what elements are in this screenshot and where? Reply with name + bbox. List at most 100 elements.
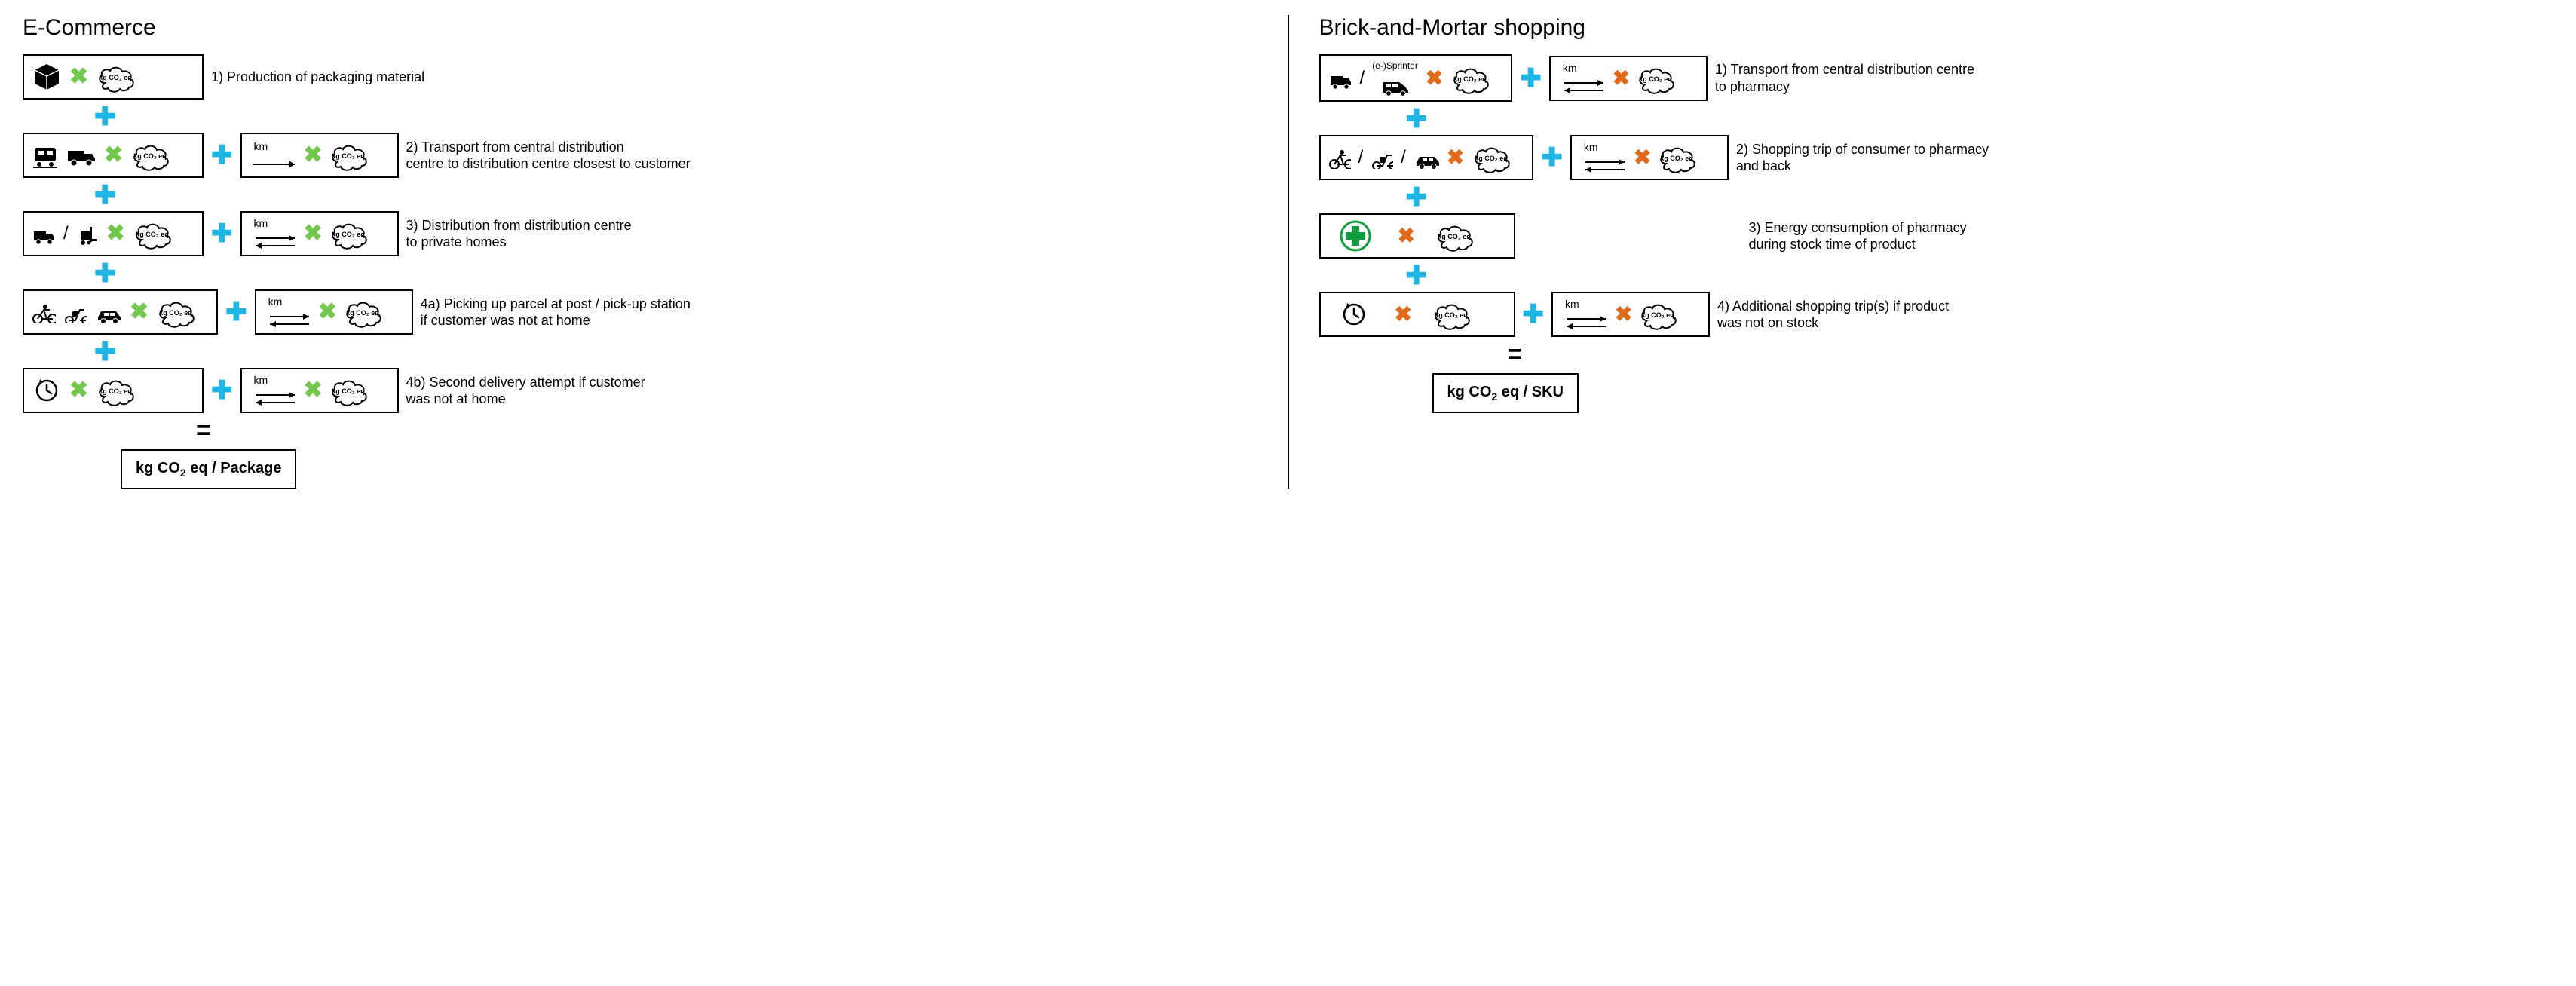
car-icon <box>95 301 122 323</box>
bm-result-box: kg CO2 eq / SKU <box>1432 373 1579 413</box>
ec-step-4a-label: 4a) Picking up parcel at post / pick-up … <box>421 295 691 329</box>
slash-sep: / <box>1360 68 1365 89</box>
bm-step-1-label: 1) Transport from central distribution c… <box>1715 61 1974 95</box>
times-icon: ✖ <box>1615 304 1632 325</box>
co2-cloud-icon: kg CO₂ eq <box>130 139 183 172</box>
slash-sep: / <box>1358 147 1364 168</box>
diagram-root: E-Commerce ✖ kg CO₂ eq 1) Production of … <box>23 15 2553 489</box>
train-icon <box>32 142 59 169</box>
bm-step-3-row: ✖ kg CO₂ eq 3) Energy consumption of pha… <box>1319 213 2554 259</box>
co2-cloud-icon: kg CO₂ eq <box>1638 298 1691 331</box>
bm-step-4-box: ✖ kg CO₂ eq <box>1319 292 1515 337</box>
plus-vert-icon: ✚ <box>1319 263 2554 289</box>
bm-step-4-row: ✖ kg CO₂ eq ✚ km ✖ kg CO₂ eq 4) Addition… <box>1319 292 2554 337</box>
ec-step-3-row: / ✖ kg CO₂ eq ✚ km ✖ kg CO₂ eq 3) Distri… <box>23 211 1257 256</box>
times-icon: ✖ <box>1634 147 1651 168</box>
times-icon: ✖ <box>1426 68 1443 89</box>
ec-step-2-km-box: km ✖ kg CO₂ eq <box>240 133 399 178</box>
km-label: km <box>1565 298 1579 310</box>
km-label: km <box>1563 62 1577 74</box>
times-icon: ✖ <box>318 301 337 323</box>
svg-text:kg CO₂ eq: kg CO₂ eq <box>159 309 192 317</box>
ec-step-1-row: ✖ kg CO₂ eq 1) Production of packaging m… <box>23 54 1257 100</box>
times-icon: ✖ <box>1395 304 1412 325</box>
svg-text:kg CO₂ eq: kg CO₂ eq <box>332 152 365 160</box>
ec-result-row: kg CO2 eq / Package <box>23 449 1257 489</box>
bm-result-text: kg CO2 eq / SKU <box>1447 384 1564 400</box>
co2-cloud-icon: kg CO₂ eq <box>96 60 149 93</box>
ec-step-1-box: ✖ kg CO₂ eq <box>23 54 204 100</box>
bm-step-3-box: ✖ kg CO₂ eq <box>1319 213 1515 259</box>
ec-step-3-km-box: km ✖ kg CO₂ eq <box>240 211 399 256</box>
truck-small-icon <box>32 222 56 245</box>
plus-vert-icon: ✚ <box>1319 106 2554 132</box>
arrow-double-icon <box>250 232 298 250</box>
brickmortar-column: Brick-and-Mortar shopping / (e-)Sprinter… <box>1319 15 2554 489</box>
ec-step-2-row: ✖ kg CO₂ eq ✚ km ✖ kg CO₂ eq 2) Transpor… <box>23 133 1257 178</box>
ec-step-4b-box: ✖ kg CO₂ eq <box>23 368 204 413</box>
times-icon: ✖ <box>304 222 323 245</box>
times-icon: ✖ <box>304 379 323 402</box>
co2-cloud-icon: kg CO₂ eq <box>329 374 381 407</box>
km-label: km <box>254 374 268 386</box>
co2-cloud-icon: kg CO₂ eq <box>1472 141 1524 174</box>
co2-cloud-icon: kg CO₂ eq <box>1450 62 1503 95</box>
ec-step-1-label: 1) Production of packaging material <box>211 69 424 86</box>
equals-row: = <box>1319 341 2554 367</box>
arrow-double-icon <box>264 311 312 329</box>
ec-result-text: kg CO2 eq / Package <box>136 460 281 476</box>
ec-step-4a-row: ✖ kg CO₂ eq ✚ km ✖ kg CO₂ eq 4a) Picking… <box>23 289 1257 335</box>
svg-text:kg CO₂ eq: kg CO₂ eq <box>1640 75 1673 83</box>
svg-text:kg CO₂ eq: kg CO₂ eq <box>1642 311 1675 319</box>
svg-text:kg CO₂ eq: kg CO₂ eq <box>99 387 132 395</box>
arrow-double-icon <box>1558 77 1607 95</box>
sprinter-label: (e-)Sprinter <box>1372 60 1418 71</box>
svg-text:kg CO₂ eq: kg CO₂ eq <box>332 231 365 238</box>
ec-step-4a-box: ✖ kg CO₂ eq <box>23 289 218 335</box>
svg-text:kg CO₂ eq: kg CO₂ eq <box>1435 311 1468 319</box>
plus-vert-icon: ✚ <box>23 339 1257 365</box>
svg-text:kg CO₂ eq: kg CO₂ eq <box>136 231 169 238</box>
svg-text:kg CO₂ eq: kg CO₂ eq <box>332 387 365 395</box>
clock-redo-icon <box>1339 299 1369 329</box>
co2-cloud-icon: kg CO₂ eq <box>1435 219 1487 253</box>
equals-icon: = <box>196 418 211 443</box>
km-label: km <box>254 140 268 152</box>
times-icon: ✖ <box>106 222 125 245</box>
co2-cloud-icon: kg CO₂ eq <box>329 217 381 250</box>
times-icon: ✖ <box>1613 68 1630 89</box>
equals-icon: = <box>1508 341 1523 367</box>
bike-icon <box>1328 146 1351 169</box>
times-icon: ✖ <box>1398 225 1415 246</box>
scooter-icon <box>1371 146 1393 169</box>
co2-cloud-icon: kg CO₂ eq <box>343 295 396 329</box>
scooter-icon <box>63 301 87 323</box>
truck-small-icon <box>1328 67 1352 90</box>
sprinter-stack: (e-)Sprinter <box>1372 60 1418 96</box>
plus-icon: ✚ <box>1523 302 1545 327</box>
ec-step-4b-label: 4b) Second delivery attempt if customer … <box>406 374 645 408</box>
km-label: km <box>1584 141 1598 153</box>
co2-cloud-icon: kg CO₂ eq <box>156 295 209 329</box>
slash-sep: / <box>63 223 69 244</box>
arrow-double-icon <box>1561 313 1609 331</box>
bm-step-1-km-box: km ✖ kg CO₂ eq <box>1549 56 1708 101</box>
bm-step-4-label: 4) Additional shopping trip(s) if produc… <box>1717 298 1949 332</box>
times-icon: ✖ <box>130 301 149 323</box>
svg-text:kg CO₂ eq: kg CO₂ eq <box>99 74 132 81</box>
bm-step-2-km-box: km ✖ kg CO₂ eq <box>1570 135 1729 180</box>
package-icon <box>32 61 62 93</box>
plus-vert-icon: ✚ <box>23 182 1257 208</box>
times-icon: ✖ <box>304 144 323 167</box>
bike-icon <box>32 301 56 323</box>
times-icon: ✖ <box>104 144 123 167</box>
plus-icon: ✚ <box>211 221 233 246</box>
bm-step-2-box: / / ✖ kg CO₂ eq <box>1319 135 1534 180</box>
bm-result-row: kg CO2 eq / SKU <box>1319 373 2554 413</box>
bm-step-4-km-box: km ✖ kg CO₂ eq <box>1551 292 1710 337</box>
ec-step-4b-km-box: km ✖ kg CO₂ eq <box>240 368 399 413</box>
arrow-double-icon <box>1579 156 1628 174</box>
plus-vert-icon: ✚ <box>23 261 1257 286</box>
co2-cloud-icon: kg CO₂ eq <box>1636 62 1689 95</box>
ec-step-4a-km-box: km ✖ kg CO₂ eq <box>255 289 413 335</box>
